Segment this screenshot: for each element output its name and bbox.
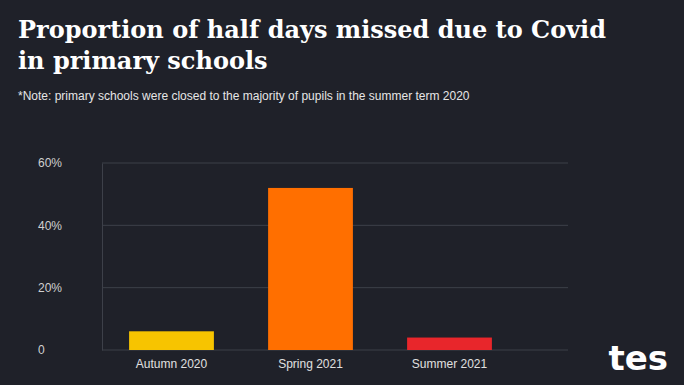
x-tick: Summer 2021: [412, 350, 488, 371]
y-tick-label: 60%: [38, 156, 62, 170]
grid-line: [102, 163, 568, 164]
bar: [268, 188, 353, 350]
chart: Proportion of half days missed due to Co…: [0, 0, 684, 385]
x-tick-label: Summer 2021: [412, 357, 488, 371]
bar: [129, 331, 214, 350]
x-tick: Spring 2021: [278, 350, 343, 371]
x-tick-label: Autumn 2020: [136, 357, 208, 371]
y-tick: 0: [38, 343, 102, 357]
y-tick-label: 40%: [38, 219, 62, 233]
logo: tes: [608, 338, 668, 378]
y-axis: 0 20% 40% 60%: [38, 156, 103, 357]
x-axis: Autumn 2020 Spring 2021 Summer 2021: [136, 350, 488, 371]
y-tick: 60%: [38, 156, 102, 170]
x-tick: Autumn 2020: [136, 350, 208, 371]
y-tick: 20%: [38, 281, 102, 295]
y-tick-label: 20%: [38, 281, 62, 295]
y-tick-label: 0: [38, 343, 45, 357]
background: [0, 0, 684, 385]
x-tick-label: Spring 2021: [278, 357, 343, 371]
y-tick: 40%: [38, 219, 102, 233]
bar: [407, 338, 492, 350]
subtitle: *Note: primary schools were closed to th…: [18, 89, 470, 103]
y-axis-line: [102, 164, 103, 351]
grid: [102, 163, 568, 350]
title: Proportion of half days missed due to Co…: [18, 15, 606, 75]
bars: [129, 188, 492, 350]
